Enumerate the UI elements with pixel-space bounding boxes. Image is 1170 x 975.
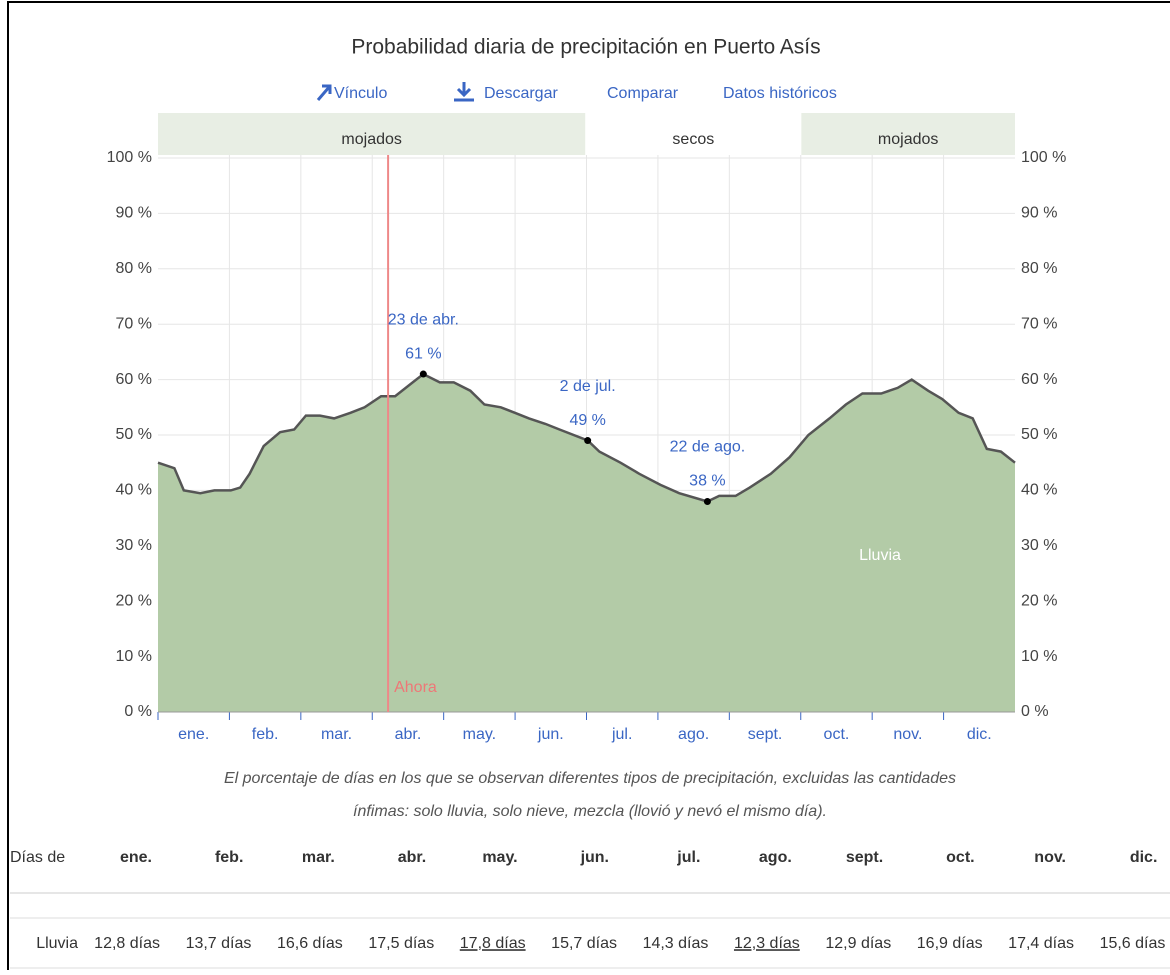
line <box>157 372 1016 503</box>
link[interactable]: Vínculo <box>334 85 387 102</box>
annotation-value: 61 % <box>405 345 441 362</box>
table-cell: 17,5 días <box>368 935 434 952</box>
annotation-value: 49 % <box>569 412 605 429</box>
season-label: mojados <box>341 131 401 148</box>
y-tick-label: 10 % <box>116 648 152 665</box>
y2-tick-label: 0 % <box>1021 703 1049 720</box>
table-header: dic. <box>1130 849 1158 866</box>
caption: ínfimas: solo lluvia, solo nieve, mezcla… <box>353 803 827 820</box>
y2-tick-label: 20 % <box>1021 592 1057 609</box>
x-tick-label: sept. <box>748 726 783 743</box>
chart-title: Probabilidad diaria de precipitación en … <box>351 36 820 59</box>
annotation-date: 22 de ago. <box>670 439 746 456</box>
y-tick-label: 50 % <box>116 426 152 443</box>
table-header: ene. <box>120 849 152 866</box>
table-header: may. <box>482 849 517 866</box>
area <box>158 374 1015 712</box>
y-tick-label: 70 % <box>116 315 152 332</box>
table-cell: 12,9 días <box>825 935 891 952</box>
table-cell: 14,3 días <box>643 935 709 952</box>
season-band <box>158 113 586 155</box>
link[interactable]: Datos históricos <box>723 85 837 102</box>
x-tick-label: nov. <box>893 726 922 743</box>
x-tick-label: may. <box>463 726 496 743</box>
x-tick-label: ene. <box>178 726 209 743</box>
table-cell: 12,8 días <box>94 935 160 952</box>
y-tick-label: 20 % <box>116 592 152 609</box>
annotation-dot <box>703 497 711 505</box>
season-band <box>585 113 802 155</box>
link[interactable]: Comparar <box>607 85 679 102</box>
y2-tick-label: 100 % <box>1021 149 1066 166</box>
y-tick-label: 0 % <box>124 703 152 720</box>
y2-tick-label: 50 % <box>1021 426 1057 443</box>
y-tick-label: 90 % <box>116 205 152 222</box>
annotation-date: 2 de jul. <box>560 378 616 395</box>
annotation-date: 23 de abr. <box>388 311 459 328</box>
table-cell: 16,9 días <box>917 935 983 952</box>
annotation-dot <box>584 437 592 445</box>
season-label: mojados <box>878 131 938 148</box>
x-tick-label: abr. <box>395 726 422 743</box>
series-label: Lluvia <box>859 547 901 564</box>
x-tick-label: mar. <box>321 726 352 743</box>
x-tick-label: oct. <box>824 726 850 743</box>
y2-tick-label: 10 % <box>1021 648 1057 665</box>
table-header: oct. <box>946 849 974 866</box>
season-band <box>801 113 1015 155</box>
row-label: Lluvia <box>36 935 78 952</box>
table-cell: 16,6 días <box>277 935 343 952</box>
x-tick-label: jun. <box>537 726 564 743</box>
table-cell: 15,6 días <box>1100 935 1166 952</box>
y2-tick-label: 60 % <box>1021 371 1057 388</box>
x-tick-label: feb. <box>252 726 279 743</box>
y2-tick-label: 90 % <box>1021 205 1057 222</box>
x-tick-label: dic. <box>967 726 992 743</box>
table-header: feb. <box>215 849 243 866</box>
table-cell: 17,8 días <box>460 935 526 952</box>
table-cell: 17,4 días <box>1008 935 1074 952</box>
y-tick-label: 100 % <box>107 149 152 166</box>
annotation-dot <box>419 370 427 378</box>
table-header: jun. <box>580 849 609 866</box>
x-tick-label: jul. <box>611 726 632 743</box>
y2-tick-label: 40 % <box>1021 482 1057 499</box>
now-label: Ahora <box>394 679 437 696</box>
y2-tick-label: 30 % <box>1021 537 1057 554</box>
annotation-value: 38 % <box>689 473 725 490</box>
table-cell: 13,7 días <box>186 935 252 952</box>
link-icons <box>316 82 474 102</box>
y-tick-label: 40 % <box>116 482 152 499</box>
table-header: abr. <box>398 849 426 866</box>
season-label: secos <box>672 131 714 148</box>
link[interactable]: Descargar <box>484 85 558 102</box>
table-cell: 15,7 días <box>551 935 617 952</box>
y2-tick-label: 70 % <box>1021 315 1057 332</box>
table-header: Días de <box>10 849 65 866</box>
table-header: sept. <box>846 849 883 866</box>
x-tick-label: ago. <box>678 726 709 743</box>
table-header: nov. <box>1034 849 1066 866</box>
table-header: ago. <box>759 849 792 866</box>
y2-tick-label: 80 % <box>1021 260 1057 277</box>
y-tick-label: 30 % <box>116 537 152 554</box>
table-header: mar. <box>302 849 335 866</box>
table-cell: 12,3 días <box>734 935 800 952</box>
frame <box>7 1 1170 975</box>
table-header: jul. <box>676 849 700 866</box>
y-tick-label: 60 % <box>116 371 152 388</box>
y-tick-label: 80 % <box>116 260 152 277</box>
caption: El porcentaje de días en los que se obse… <box>224 770 956 787</box>
